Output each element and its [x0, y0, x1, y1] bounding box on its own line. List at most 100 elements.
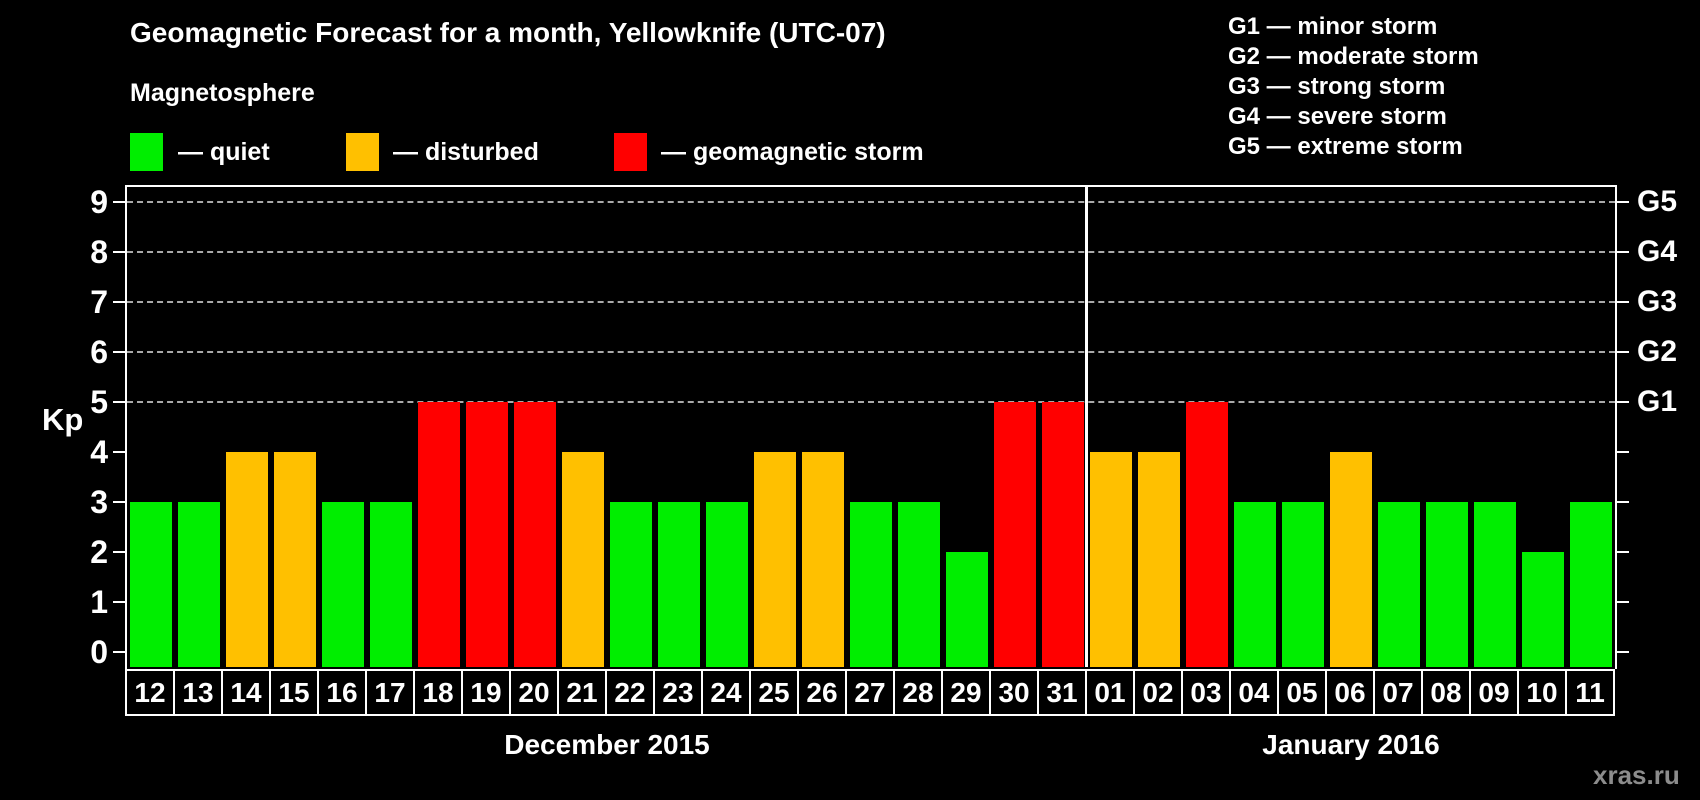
kp-bar	[130, 502, 172, 667]
kp-tick-label: 4	[90, 434, 108, 470]
storm-legend-label: — geomagnetic storm	[661, 138, 924, 166]
kp-bar	[1426, 502, 1468, 667]
right-axis-tick	[1617, 351, 1629, 353]
day-cell: 31	[1037, 669, 1087, 716]
left-axis-tick	[113, 501, 125, 503]
kp-bar	[898, 502, 940, 667]
right-axis-line	[1615, 185, 1617, 669]
month-label: January 2016	[1262, 729, 1440, 760]
day-cell: 22	[605, 669, 655, 716]
g-scale-legend: G1 — minor storm G2 — moderate storm G3 …	[1228, 12, 1479, 162]
day-cell: 03	[1181, 669, 1231, 716]
month-separator	[1085, 185, 1088, 667]
day-cell: 07	[1373, 669, 1423, 716]
g-tick-label: G1	[1637, 385, 1678, 418]
day-cell: 15	[269, 669, 319, 716]
kp-bar	[1090, 452, 1132, 667]
gridline-kp6	[127, 351, 1615, 353]
quiet-color-swatch	[130, 133, 163, 171]
right-axis-tick	[1617, 451, 1629, 453]
kp-bar	[322, 502, 364, 667]
kp-bar	[178, 502, 220, 667]
day-cell: 11	[1565, 669, 1615, 716]
g-tick-label: G5	[1637, 185, 1678, 218]
kp-bar	[1234, 502, 1276, 667]
kp-bar	[658, 502, 700, 667]
g-legend-line: G5 — extreme storm	[1228, 133, 1463, 160]
left-axis-tick	[113, 201, 125, 203]
right-axis-tick	[1617, 651, 1629, 653]
g-legend-line: G4 — severe storm	[1228, 103, 1447, 130]
kp-bar	[802, 452, 844, 667]
month-label: December 2015	[504, 729, 710, 760]
left-axis-tick	[113, 601, 125, 603]
kp-bar	[466, 402, 508, 667]
day-cell: 06	[1325, 669, 1375, 716]
right-axis-tick	[1617, 501, 1629, 503]
kp-bar	[418, 402, 460, 667]
g-tick-label: G2	[1637, 335, 1678, 368]
top-axis-line	[125, 185, 1617, 187]
day-cell: 04	[1229, 669, 1279, 716]
kp-bar	[994, 402, 1036, 667]
left-axis-tick	[113, 451, 125, 453]
left-axis-tick	[113, 351, 125, 353]
day-cell: 20	[509, 669, 559, 716]
day-cell: 12	[125, 669, 175, 716]
day-cell: 09	[1469, 669, 1519, 716]
right-axis-tick	[1617, 601, 1629, 603]
day-cell: 08	[1421, 669, 1471, 716]
kp-tick-label: 0	[90, 634, 108, 670]
day-cell: 01	[1085, 669, 1135, 716]
kp-bar	[514, 402, 556, 667]
right-axis-tick	[1617, 401, 1629, 403]
left-axis-tick	[113, 251, 125, 253]
day-cell: 18	[413, 669, 463, 716]
g-legend-line: G1 — minor storm	[1228, 13, 1438, 40]
day-cell: 25	[749, 669, 799, 716]
magnetosphere-label: Magnetosphere	[130, 79, 315, 107]
kp-bar	[274, 452, 316, 667]
g-legend-line: G2 — moderate storm	[1228, 43, 1479, 70]
left-axis-tick	[113, 301, 125, 303]
kp-tick-label: 2	[90, 534, 108, 570]
kp-bar	[226, 452, 268, 667]
left-axis-line	[125, 185, 127, 669]
kp-bar	[1570, 502, 1612, 667]
kp-bar	[1282, 502, 1324, 667]
g-tick-label: G3	[1637, 285, 1678, 318]
disturbed-color-swatch	[346, 133, 379, 171]
kp-bar	[1474, 502, 1516, 667]
day-cell: 24	[701, 669, 751, 716]
kp-tick-label: 6	[90, 334, 108, 370]
day-cell: 28	[893, 669, 943, 716]
kp-bar	[562, 452, 604, 667]
day-cell: 14	[221, 669, 271, 716]
kp-tick-label: 5	[90, 384, 108, 420]
day-cell: 23	[653, 669, 703, 716]
day-cell: 17	[365, 669, 415, 716]
left-axis-tick	[113, 551, 125, 553]
chart-title: Geomagnetic Forecast for a month, Yellow…	[130, 17, 886, 48]
gridline-kp7	[127, 301, 1615, 303]
day-cell: 27	[845, 669, 895, 716]
kp-tick-label: 8	[90, 234, 108, 270]
day-cell: 16	[317, 669, 367, 716]
kp-bar	[1138, 452, 1180, 667]
day-cell: 19	[461, 669, 511, 716]
kp-tick-label: 1	[90, 584, 108, 620]
day-cell: 05	[1277, 669, 1327, 716]
left-axis-tick	[113, 401, 125, 403]
kp-bar	[1186, 402, 1228, 667]
kp-bar	[946, 552, 988, 667]
right-axis-tick	[1617, 551, 1629, 553]
day-cell: 10	[1517, 669, 1567, 716]
right-axis-tick	[1617, 301, 1629, 303]
g-tick-label: G4	[1637, 235, 1678, 268]
day-cell: 21	[557, 669, 607, 716]
kp-tick-label: 3	[90, 484, 108, 520]
kp-axis-label: Kp	[42, 402, 84, 437]
right-axis-tick	[1617, 201, 1629, 203]
kp-bar	[850, 502, 892, 667]
